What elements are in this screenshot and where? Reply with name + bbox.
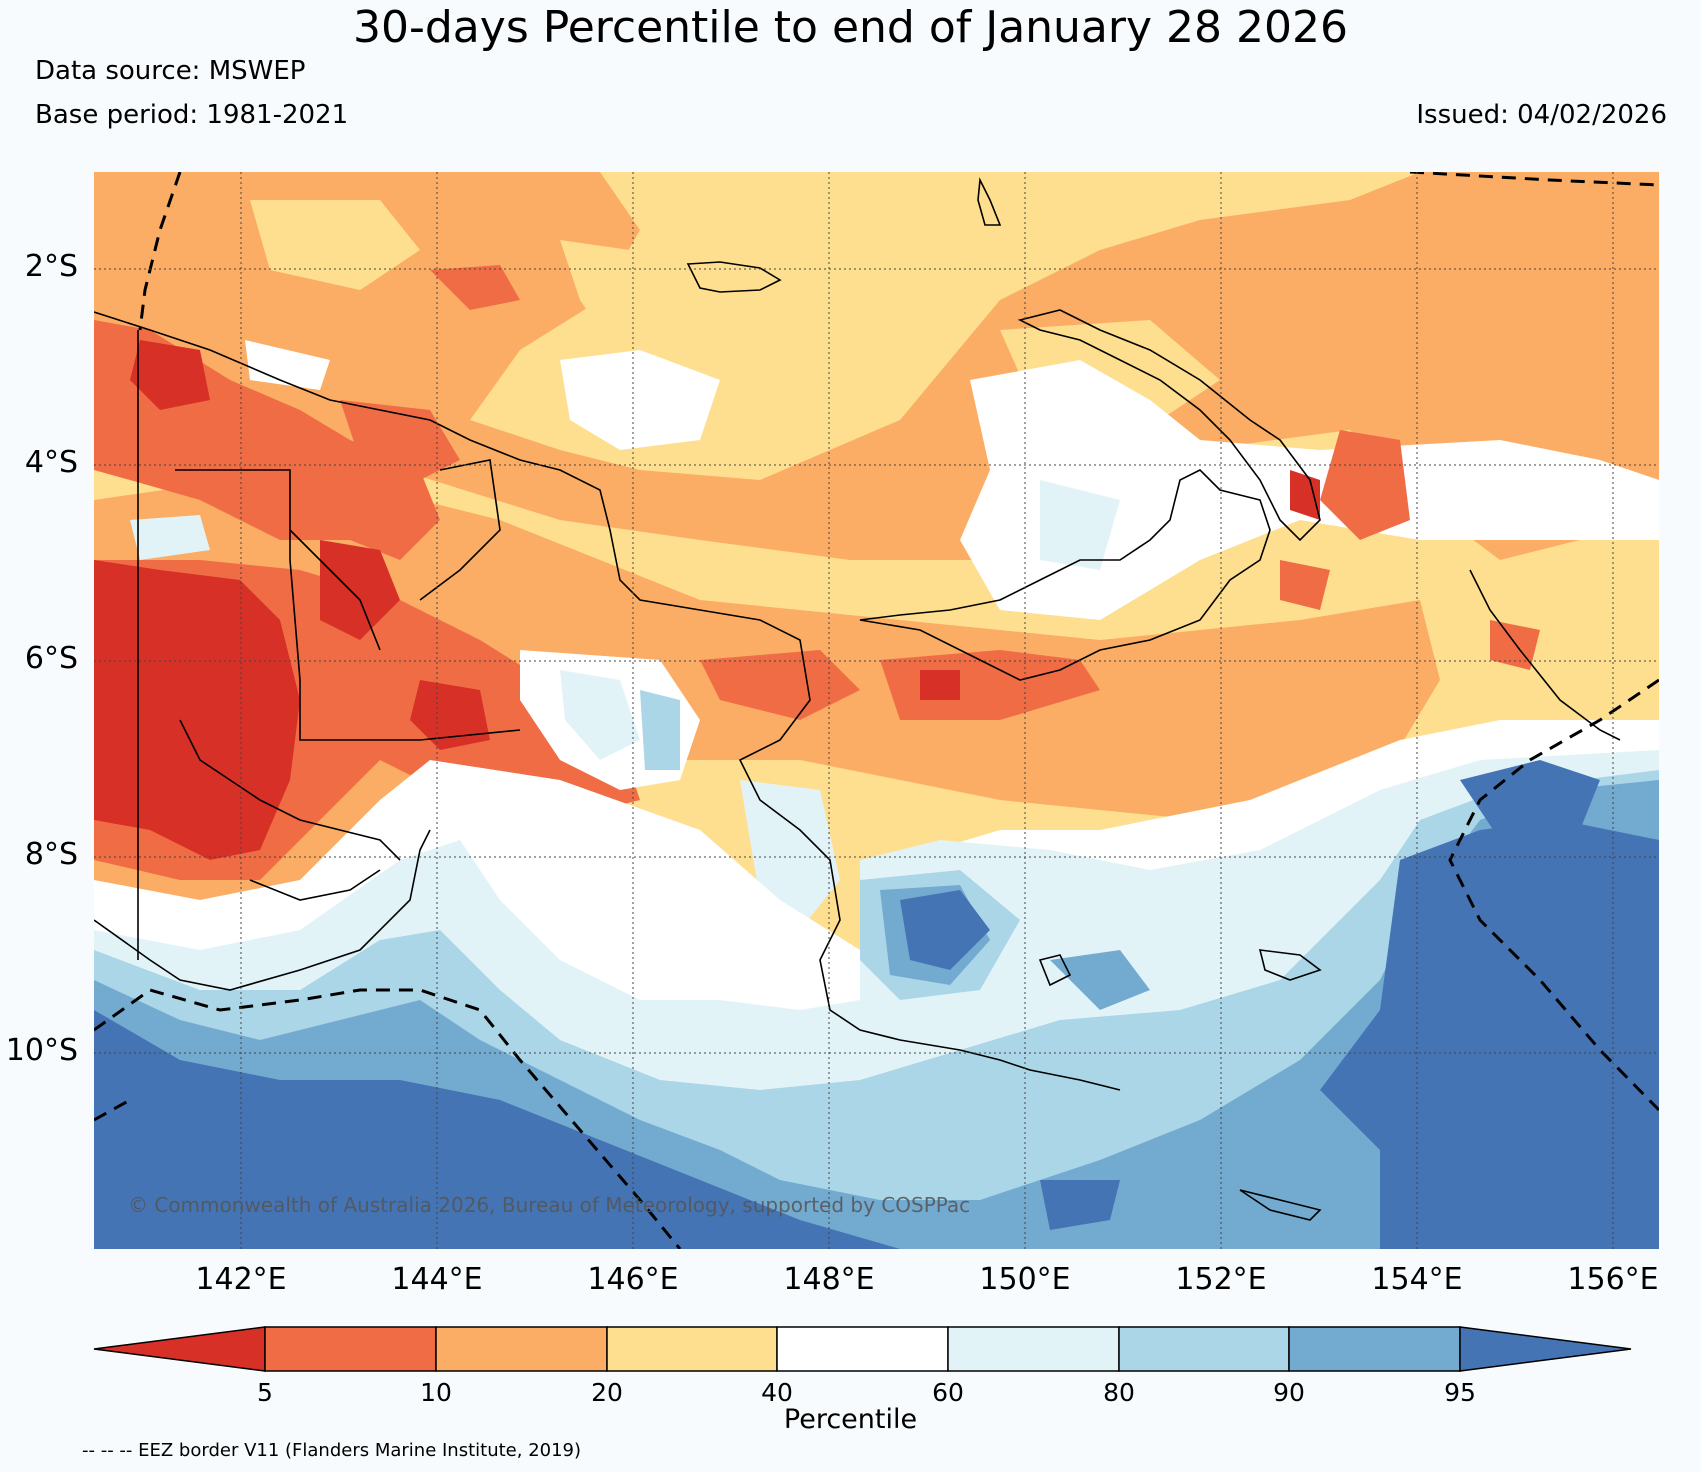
map-title: 30-days Percentile to end of January 28 … <box>353 2 1348 53</box>
colorbar-low-extension <box>93 1326 266 1372</box>
lon-label-148e: 148°E <box>783 1262 875 1297</box>
lat-label-10s: 10°S <box>5 1033 78 1068</box>
colorbar-segment <box>776 1326 949 1372</box>
colorbar-tick: 40 <box>761 1378 793 1407</box>
gridlines <box>94 172 1659 1249</box>
lon-label-144e: 144°E <box>391 1262 483 1297</box>
colorbar-segment <box>1288 1326 1461 1372</box>
data-source: Data source: MSWEP <box>35 56 306 86</box>
colorbar-tick: 95 <box>1444 1378 1476 1407</box>
colorbar-title: Percentile <box>783 1404 918 1435</box>
lon-label-154e: 154°E <box>1371 1262 1463 1297</box>
lat-label-2s: 2°S <box>24 249 78 284</box>
lat-label-8s: 8°S <box>24 837 78 872</box>
lon-label-146e: 146°E <box>587 1262 679 1297</box>
colorbar-segment <box>606 1326 778 1372</box>
colorbar-tick: 10 <box>420 1378 452 1407</box>
colorbar-segment <box>1118 1326 1290 1372</box>
eez-borders <box>94 172 1659 1249</box>
lon-label-156e: 156°E <box>1567 1262 1659 1297</box>
colorbar <box>93 1326 1632 1372</box>
coastlines <box>94 177 1621 1221</box>
colorbar-tick: 90 <box>1273 1378 1305 1407</box>
colorbar-tick: 60 <box>932 1378 964 1407</box>
colorbar-segment <box>435 1326 608 1372</box>
issued-date: Issued: 04/02/2026 <box>1416 100 1667 130</box>
eez-note: -- -- -- EEZ border V11 (Flanders Marine… <box>82 1440 582 1461</box>
lat-label-6s: 6°S <box>24 641 78 676</box>
colorbar-segment <box>947 1326 1120 1372</box>
map-fill <box>94 172 1659 1249</box>
lon-label-142e: 142°E <box>195 1262 287 1297</box>
colorbar-segment <box>264 1326 437 1372</box>
colorbar-high-extension <box>1459 1326 1632 1372</box>
lon-label-150e: 150°E <box>979 1262 1071 1297</box>
colorbar-tick: 80 <box>1103 1378 1135 1407</box>
base-period: Base period: 1981-2021 <box>35 100 349 130</box>
copyright-notice: © Commonwealth of Australia 2026, Bureau… <box>128 1193 971 1217</box>
lon-label-152e: 152°E <box>1175 1262 1267 1297</box>
colorbar-tick: 5 <box>257 1378 273 1407</box>
lat-label-4s: 4°S <box>24 445 78 480</box>
colorbar-tick: 20 <box>591 1378 623 1407</box>
